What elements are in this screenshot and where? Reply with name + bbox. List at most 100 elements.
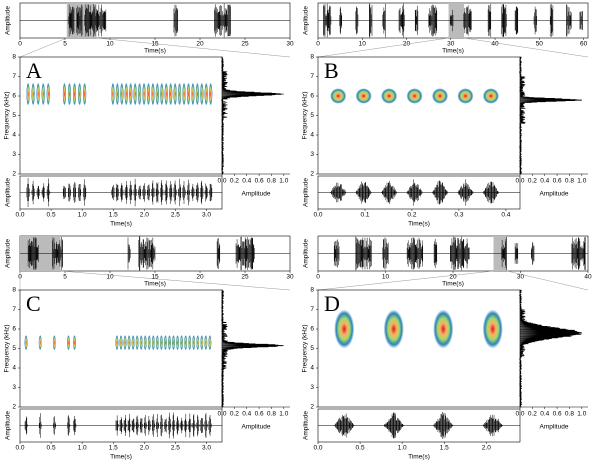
panel-letter: D [324,291,340,316]
x-tick-label: 30 [517,274,525,281]
syllable [164,82,169,106]
syllable [119,82,124,106]
spectrogram-frame [19,56,223,175]
syllable [175,334,180,351]
y-axis-label: Frequency (kHz) [4,91,11,139]
syllable [171,334,176,351]
y-tick-label: 7 [310,306,314,313]
syllable [383,309,404,349]
x-tick-label: 60 [580,41,588,48]
syllable [196,334,200,351]
syllable [119,334,123,351]
syllable [179,334,184,351]
y-axis-label: Amplitude [303,6,310,35]
syllable [127,334,131,351]
y-tick-label: 7 [12,306,16,313]
syllable [31,82,35,106]
x-tick-label: 10 [359,41,367,48]
syllable [159,334,164,351]
x-tick-label: 0.6 [553,178,562,185]
syllable [433,309,454,349]
y-axis-label: Frequency (kHz) [302,91,309,139]
syllable [77,82,82,106]
waveform-frame [317,408,521,443]
x-tick-label: 0.4 [540,411,549,418]
x-axis-label: Amplitude [540,191,569,198]
y-tick-label: 2 [310,404,314,411]
syllable [139,334,143,351]
syllable [38,334,42,351]
waveform-frame [317,175,521,210]
x-tick-label: 1.5 [109,445,118,452]
x-tick-label: 1.0 [279,411,288,418]
x-axis-label: Time(s) [408,454,430,461]
y-tick-label: 3 [12,151,16,158]
syllable [151,334,155,351]
zoom-line [60,270,291,291]
y-tick-label: 3 [310,384,314,391]
y-tick-label: 4 [12,132,16,139]
x-tick-label: 0.2 [230,411,239,418]
syllable [128,82,133,106]
histogram-shape [220,289,284,408]
histogram-shape [518,56,582,175]
y-tick-label: 5 [310,345,314,352]
x-tick-label: 10 [382,274,390,281]
syllable [115,82,120,106]
syllable [168,82,173,106]
x-tick-label: 50 [536,41,544,48]
syllable [135,334,139,351]
x-tick-label: 1.5 [109,212,118,219]
x-tick-label: 0 [316,274,320,281]
syllable [41,82,46,106]
y-axis-label: Amplitude [303,178,310,207]
x-tick-label: 0.3 [454,212,463,219]
x-tick-label: 0.6 [553,411,562,418]
x-tick-label: 0.1 [360,212,369,219]
x-tick-label: 30 [447,41,455,48]
syllable [195,82,200,106]
y-tick-label: 4 [310,132,314,139]
syllable [177,82,182,106]
x-axis-label: Time(s) [408,221,430,228]
histogram-shape [220,56,284,175]
x-tick-label: 0.0 [313,445,322,452]
panel-letter: C [26,291,41,316]
x-tick-label: 20 [449,274,457,281]
x-tick-label: 20 [196,41,204,48]
x-tick-label: 15 [151,41,159,48]
panel: 0 10 20 30 40Time(s)Amplitude2345678Frequenc… [302,235,592,461]
x-tick-label: 0.5 [47,212,56,219]
x-tick-label: 3.0 [202,212,211,219]
syllable [131,334,135,351]
x-tick-label: 0.2 [528,178,537,185]
y-tick-label: 2 [12,171,16,178]
syllable [46,82,51,106]
x-axis-label: Time(s) [442,48,464,55]
x-tick-label: 5 [63,274,67,281]
waveform-frame [19,408,223,443]
x-tick-label: 0.4 [242,411,251,418]
x-tick-label: 1.0 [577,178,586,185]
zoom-line [464,37,589,58]
spectrogram-frame [317,56,521,175]
syllable [143,334,147,351]
x-axis-label: Time(s) [144,281,166,288]
zoom-line [19,37,67,58]
x-tick-label: 0.5 [356,445,365,452]
syllable [204,82,209,106]
y-tick-label: 4 [12,365,16,372]
y-tick-label: 2 [310,171,314,178]
x-tick-label: 2.0 [140,445,149,452]
x-tick-label: 0.4 [540,178,549,185]
y-tick-label: 6 [12,93,16,100]
x-axis-label: Time(s) [442,281,464,288]
syllable [334,309,355,349]
x-tick-label: 0 [316,41,320,48]
y-axis-label: Frequency (kHz) [302,324,309,372]
syllable [457,88,474,104]
syllable [482,88,499,104]
x-tick-label: 0.4 [501,212,510,219]
syllable [111,82,115,106]
x-tick-label: 1.5 [440,445,449,452]
